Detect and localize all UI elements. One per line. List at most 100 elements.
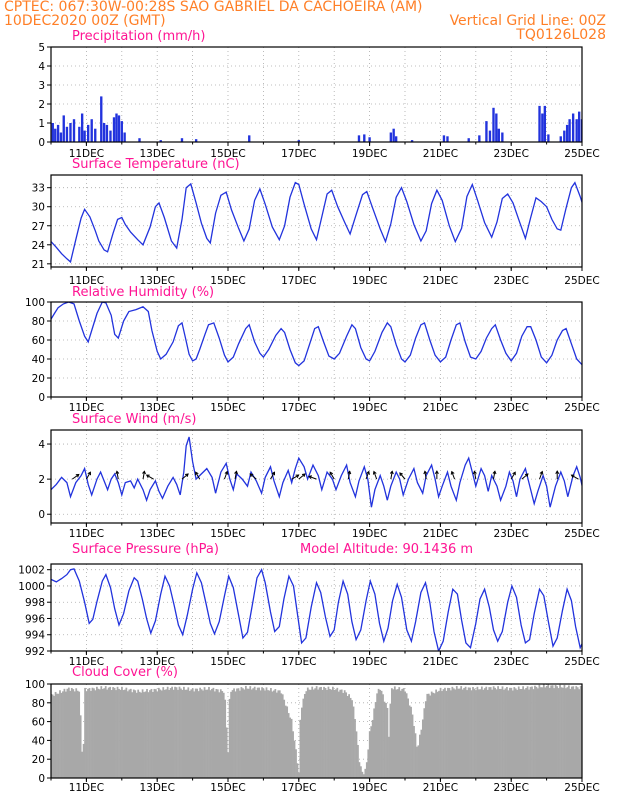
y-tick-label: 3 <box>38 80 45 92</box>
cloud-bar <box>467 687 470 778</box>
cloud-bar <box>445 690 448 778</box>
cloud-bar <box>140 692 143 778</box>
precip-bar <box>368 137 371 142</box>
cloud-bar <box>506 686 508 778</box>
cloud-bar <box>361 771 364 778</box>
precip-bar <box>180 138 184 142</box>
wind-arrow <box>510 471 516 480</box>
cloud-bar <box>424 701 427 778</box>
x-tick-label: 15DEC <box>210 148 245 160</box>
cloud-bar <box>284 705 287 778</box>
y-tick-label: 60 <box>32 717 45 729</box>
wind-arrow-head <box>142 470 146 475</box>
wind-arrow-head <box>234 470 238 475</box>
cloud-bar <box>154 689 157 778</box>
cloud-bar <box>504 688 507 778</box>
cloud-bar <box>538 684 541 778</box>
cloud-bar <box>256 687 259 778</box>
cloud-bar <box>134 690 137 778</box>
cloud-bar <box>224 699 227 778</box>
cloud-bar <box>308 689 311 778</box>
cloud-bar <box>299 719 302 778</box>
wind-arrow <box>146 474 154 480</box>
wind-arrow <box>234 471 237 480</box>
x-tick-label: 25DEC <box>564 402 599 414</box>
cloud-bar <box>548 687 551 778</box>
precip-bar <box>488 130 492 142</box>
cloud-bar <box>323 686 325 778</box>
cloud-bar <box>233 688 235 778</box>
cloud-bar <box>252 688 255 778</box>
cloud-bar <box>355 731 358 778</box>
precip-bar <box>56 124 60 142</box>
y-tick-label: 60 <box>32 335 45 347</box>
cloud-bar <box>298 772 300 778</box>
cloud-bar <box>303 694 306 778</box>
cloud-bar <box>370 726 373 778</box>
precip-bar <box>100 96 103 142</box>
cloud-bar <box>396 689 399 778</box>
cloud-bar <box>208 686 210 778</box>
wind-arrow-head <box>75 473 80 478</box>
cloud-bar <box>480 686 483 778</box>
cloud-bar <box>550 685 553 778</box>
cloud-bar <box>560 687 563 778</box>
cloud-bar <box>280 693 283 778</box>
cloud-bar <box>219 689 222 778</box>
cloud-bar <box>110 690 113 778</box>
cloud-bar <box>113 687 116 778</box>
cloud-bar <box>511 690 514 778</box>
x-tick-label: 17DEC <box>281 656 316 668</box>
cloud-bar <box>296 763 299 778</box>
cloud-bar <box>336 687 339 778</box>
cloud-bar <box>407 698 409 778</box>
pres-series-line <box>51 568 582 651</box>
cloud-bar <box>137 689 140 778</box>
cloud-bar <box>535 686 538 778</box>
cloud-bar <box>393 686 396 778</box>
precip-bar <box>394 136 398 142</box>
x-tick-label: 11DEC <box>69 148 104 160</box>
cloud-bar <box>346 696 349 778</box>
precip-bar <box>123 132 126 142</box>
pres-annotation: Model Altitude: 90.1436 m <box>300 542 473 557</box>
x-tick-label: 15DEC <box>210 528 245 540</box>
cloud-bar <box>82 743 85 778</box>
cloud-bar <box>519 688 522 778</box>
x-tick-label: 23DEC <box>493 275 528 287</box>
cloud-bar <box>365 762 368 778</box>
y-tick-label: 20 <box>32 754 45 766</box>
precip-bar <box>72 119 76 142</box>
cloud-bar <box>62 691 64 778</box>
cloud-bar <box>414 733 417 778</box>
precip-bar <box>541 113 544 142</box>
y-tick-label: 4 <box>38 439 45 451</box>
cloud-bar <box>426 693 429 778</box>
wind-arrow-head <box>512 471 516 476</box>
y-tick-label: 27 <box>32 221 45 233</box>
panel-rh <box>47 301 583 401</box>
precip-bar <box>59 132 63 142</box>
precip-bar <box>159 140 162 142</box>
wind-arrow <box>181 473 189 480</box>
cloud-bar <box>94 690 97 778</box>
cloud-bar <box>185 689 188 778</box>
x-tick-label: 13DEC <box>139 656 174 668</box>
wind-arrow <box>71 474 80 480</box>
precip-bar <box>559 136 562 142</box>
cloud-bar <box>327 686 330 778</box>
wind-arrow-head <box>195 471 199 476</box>
cloud-bar <box>478 689 480 778</box>
cloud-bar <box>183 686 185 778</box>
precip-bar <box>563 130 566 142</box>
cloud-bar <box>439 687 442 778</box>
panel-pres <box>47 563 583 655</box>
cloud-bar <box>463 687 466 778</box>
cloud-bar <box>514 688 517 778</box>
cloud-bar <box>278 690 281 778</box>
cloud-bar <box>98 689 101 778</box>
precip-bar <box>485 121 488 142</box>
cloud-bar <box>544 687 547 778</box>
cloud-bar <box>522 686 525 778</box>
wind-arrow-head <box>271 471 275 476</box>
